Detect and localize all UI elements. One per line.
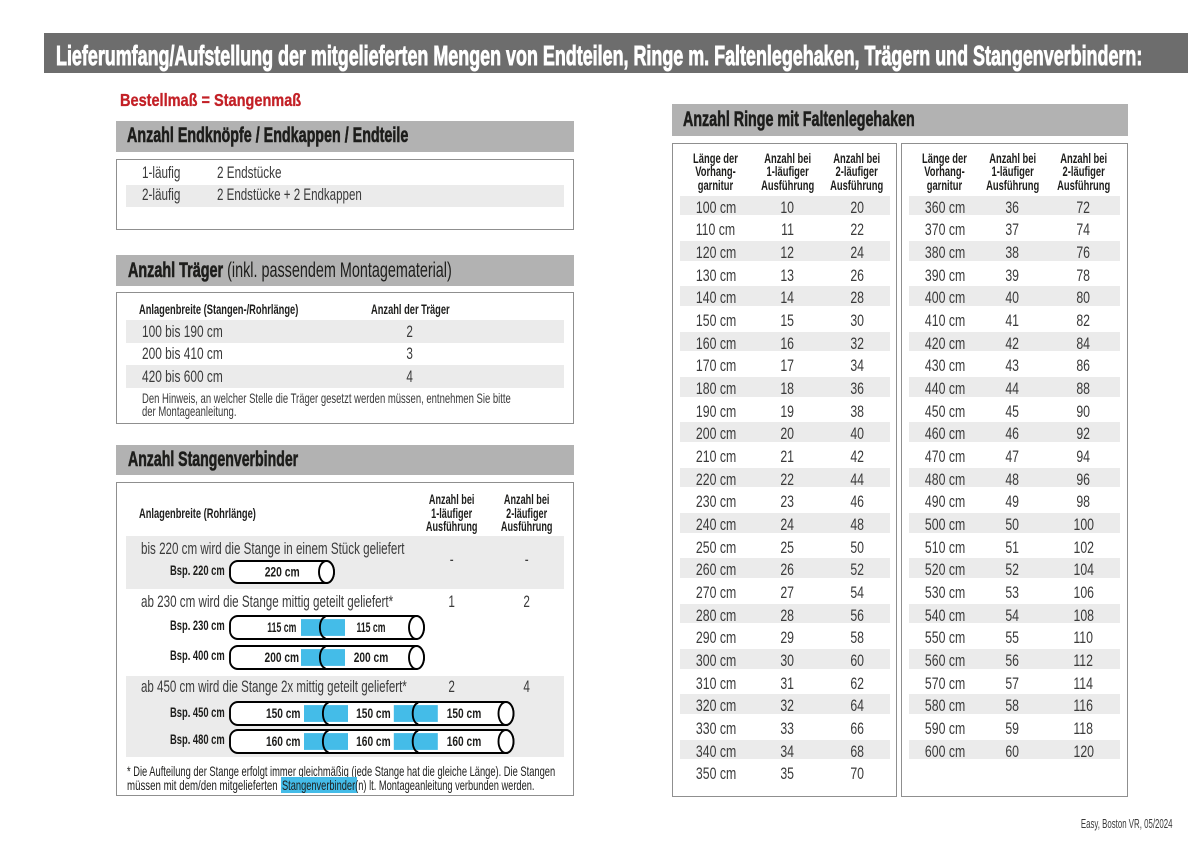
svg-text:150 cm: 150 cm: [356, 706, 391, 721]
svg-text:150 cm: 150 cm: [447, 706, 482, 721]
svg-text:160 cm: 160 cm: [356, 734, 391, 749]
svg-text:200 cm: 200 cm: [354, 650, 389, 665]
svg-text:115 cm: 115 cm: [357, 620, 386, 635]
svg-text:115 cm: 115 cm: [267, 620, 296, 635]
svg-text:200 cm: 200 cm: [265, 650, 300, 665]
svg-text:160 cm: 160 cm: [447, 734, 482, 749]
svg-text:150 cm: 150 cm: [266, 706, 301, 721]
svg-text:160 cm: 160 cm: [266, 734, 301, 749]
svg-text:220 cm: 220 cm: [265, 565, 300, 580]
